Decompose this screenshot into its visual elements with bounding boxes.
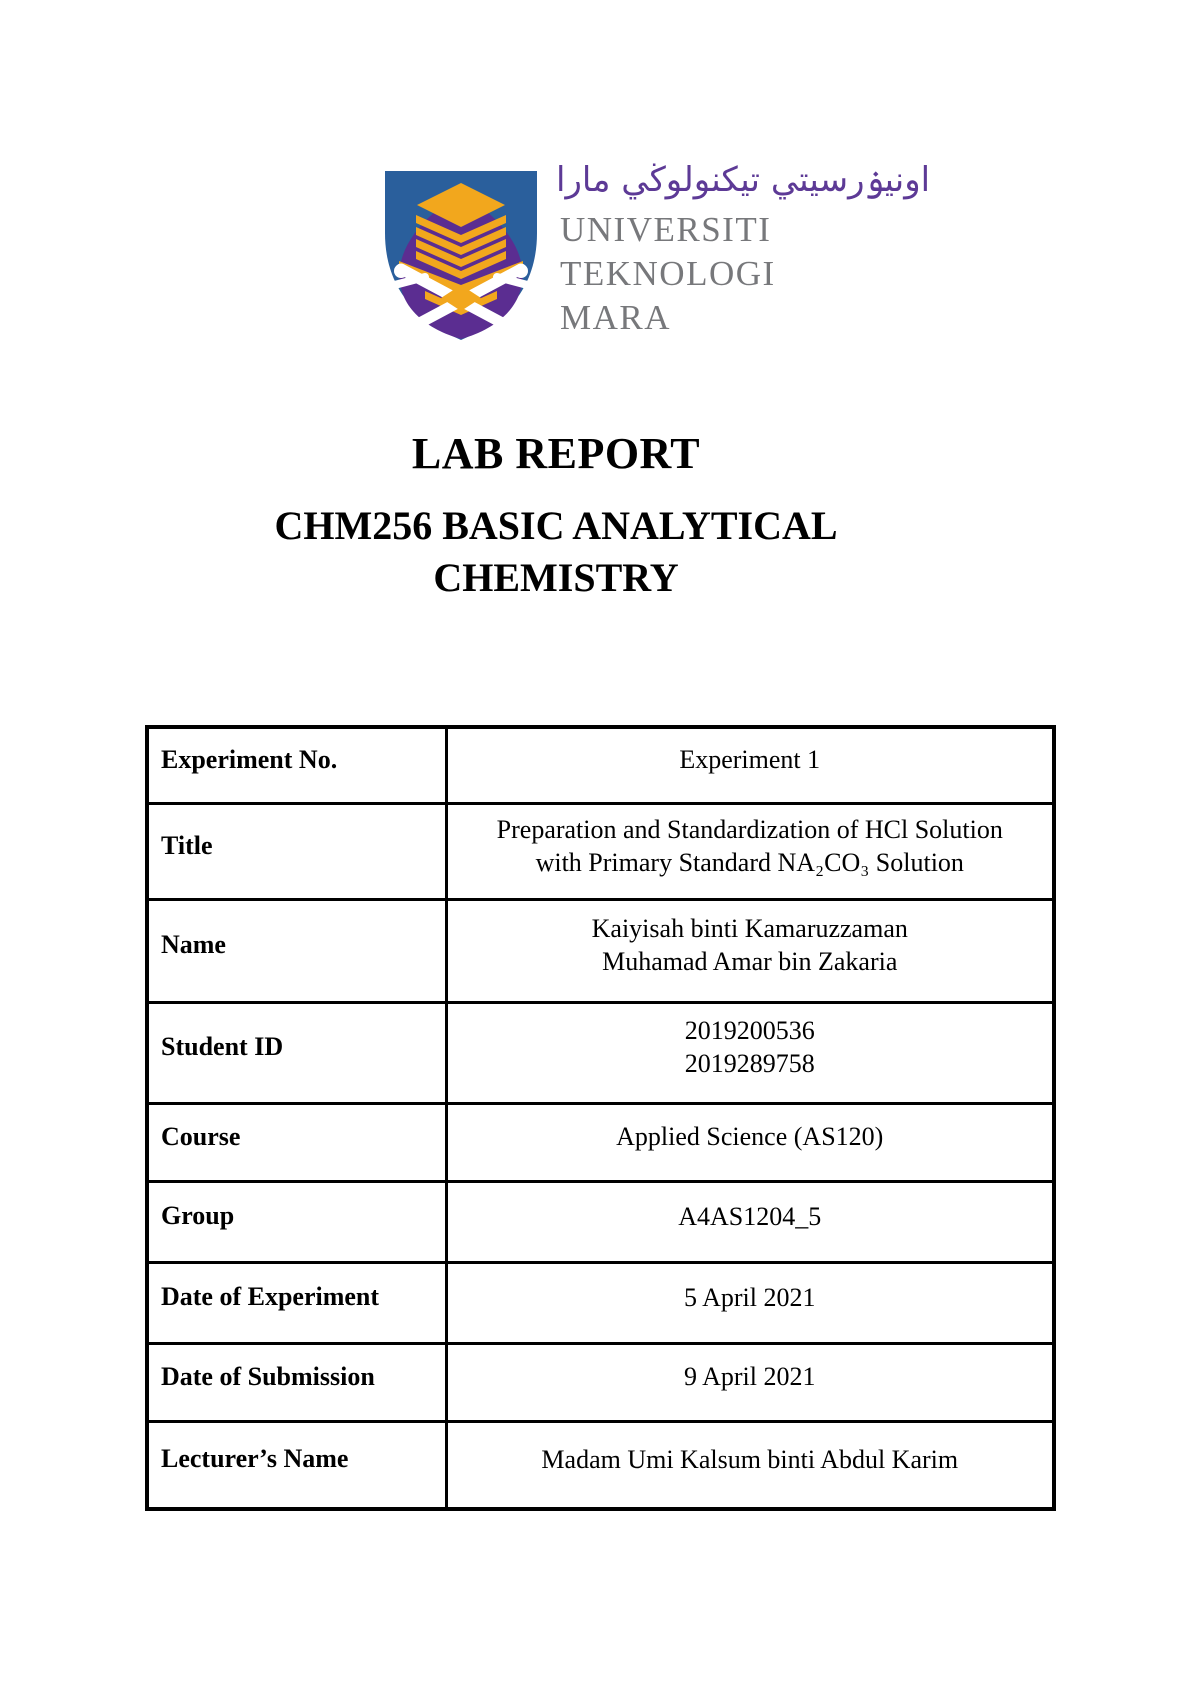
- value-line: Experiment 1: [679, 745, 821, 774]
- row-value: A4AS1204_5: [444, 1180, 1056, 1264]
- row-label: Name: [145, 898, 448, 1004]
- value-line: A4AS1204_5: [678, 1201, 822, 1231]
- report-title: LAB REPORT: [411, 429, 701, 478]
- row-value: 5 April 2021: [444, 1261, 1056, 1345]
- row-value: Experiment 1: [444, 725, 1056, 805]
- table-row-student-id: Student ID 2019200536 2019289758: [145, 1001, 1056, 1105]
- table-row-course: Course Applied Science (AS120): [145, 1102, 1056, 1183]
- wordmark-line-mara: MARA: [560, 298, 672, 337]
- value-line: Preparation and Standardization of HCl S…: [496, 814, 1003, 844]
- value-line: 5 April 2021: [684, 1282, 816, 1312]
- value-line: Muhamad Amar bin Zakaria: [602, 947, 898, 976]
- table-row-date-of-submission: Date of Submission 9 April 2021: [145, 1342, 1056, 1423]
- row-value: Kaiyisah binti Kamaruzzaman Muhamad Amar…: [444, 898, 1056, 1004]
- experiment-info-table: Experiment No. Experiment 1 Title Prepar…: [145, 725, 1056, 1511]
- value-line: Applied Science (AS120): [616, 1122, 884, 1151]
- row-value: 2019200536 2019289758: [444, 1001, 1056, 1105]
- value-line: 2019200536: [684, 1016, 815, 1045]
- value-line: Madam Umi Kalsum binti Abdul Karim: [541, 1444, 959, 1474]
- row-label: Student ID: [145, 1001, 448, 1105]
- crest-center-diamond: [441, 285, 481, 311]
- row-label: Experiment No.: [145, 725, 448, 805]
- row-label: Group: [145, 1180, 448, 1264]
- row-value: Preparation and Standardization of HCl S…: [444, 802, 1056, 901]
- wordmark-line-universiti: UNIVERSITI: [560, 210, 772, 249]
- row-label: Date of Experiment: [145, 1261, 448, 1345]
- jawi-script-text: اونيۏرسيتي تيكنولوڬي مارا: [556, 160, 931, 200]
- course-title-line2: CHEMISTRY: [433, 555, 679, 600]
- university-wordmark: UNIVERSITI TEKNOLOGI MARA: [560, 208, 776, 340]
- table-row-name: Name Kaiyisah binti Kamaruzzaman Muhamad…: [145, 898, 1056, 1004]
- row-label: Title: [145, 802, 448, 901]
- wordmark-line-teknologi: TEKNOLOGI: [560, 254, 776, 293]
- uitm-crest-icon: [383, 171, 539, 340]
- table-row-experiment-no: Experiment No. Experiment 1: [145, 725, 1056, 805]
- value-line: with Primary Standard NA₂CO₃ Solution: [535, 847, 964, 877]
- table-row-title: Title Preparation and Standardization of…: [145, 802, 1056, 901]
- row-label: Lecturer’s Name: [145, 1420, 448, 1511]
- value-line: 9 April 2021: [684, 1362, 816, 1391]
- row-label: Date of Submission: [145, 1342, 448, 1423]
- row-value: Applied Science (AS120): [444, 1102, 1056, 1183]
- row-value: 9 April 2021: [444, 1342, 1056, 1423]
- table-row-lecturer-name: Lecturer’s Name Madam Umi Kalsum binti A…: [145, 1420, 1056, 1511]
- value-line: Kaiyisah binti Kamaruzzaman: [591, 914, 908, 943]
- value-line: 2019289758: [684, 1049, 815, 1078]
- table-row-group: Group A4AS1204_5: [145, 1180, 1056, 1264]
- row-label: Course: [145, 1102, 448, 1183]
- row-value: Madam Umi Kalsum binti Abdul Karim: [444, 1420, 1056, 1511]
- course-title-line1: CHM256 BASIC ANALYTICAL: [274, 503, 838, 548]
- course-title: CHM256 BASIC ANALYTICAL CHEMISTRY: [0, 500, 1112, 604]
- table-row-date-of-experiment: Date of Experiment 5 April 2021: [145, 1261, 1056, 1345]
